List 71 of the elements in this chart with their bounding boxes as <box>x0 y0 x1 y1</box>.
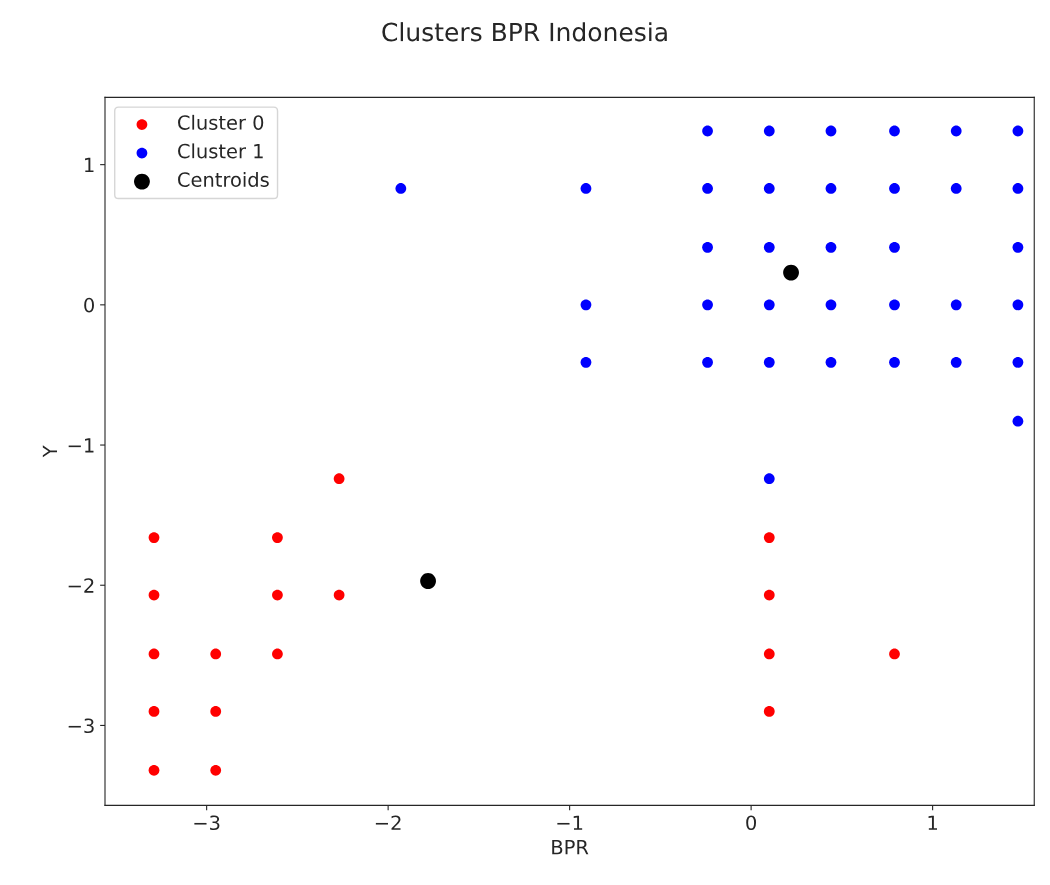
point <box>825 125 837 137</box>
point <box>889 299 900 311</box>
point <box>702 299 713 311</box>
y-tick-label: −3 <box>68 718 94 734</box>
y-tick-label: −1 <box>68 438 94 453</box>
point <box>950 356 962 368</box>
x-tick-label: −2 <box>375 815 401 830</box>
point <box>1012 241 1024 253</box>
point <box>889 183 900 194</box>
x-axis-title: BPR <box>552 840 589 855</box>
point <box>1012 299 1024 311</box>
point <box>889 648 900 660</box>
point <box>950 125 962 137</box>
point <box>825 356 837 368</box>
legend-label: Cluster 1 <box>178 143 263 159</box>
point <box>763 241 775 253</box>
point <box>950 299 962 311</box>
point <box>702 241 713 253</box>
point <box>889 356 900 368</box>
point <box>825 183 837 194</box>
point <box>702 356 713 368</box>
point <box>580 356 592 368</box>
point <box>580 183 592 194</box>
point <box>1012 415 1024 427</box>
x-tick-label: 1 <box>928 815 937 830</box>
point <box>333 589 345 601</box>
y-tick-label: −2 <box>68 578 94 593</box>
x-tick-label: −3 <box>194 815 220 831</box>
point <box>148 532 160 543</box>
point <box>763 299 775 311</box>
point <box>580 299 592 311</box>
point <box>333 473 345 485</box>
point <box>210 648 222 660</box>
point <box>763 532 775 543</box>
point <box>763 125 775 137</box>
point <box>702 183 713 194</box>
point <box>702 125 713 137</box>
point <box>763 183 775 194</box>
point <box>763 706 775 717</box>
point <box>148 706 160 717</box>
point <box>763 589 775 601</box>
point <box>763 473 775 485</box>
point <box>950 183 962 194</box>
point <box>1012 125 1024 137</box>
point <box>210 706 222 717</box>
point <box>272 532 283 543</box>
legend-label: Cluster 0 <box>178 114 264 130</box>
point <box>825 299 837 311</box>
point <box>1012 183 1024 194</box>
point <box>148 764 160 776</box>
legend-label: Centroids <box>178 171 269 187</box>
point <box>889 241 900 253</box>
x-tick-label: −1 <box>557 815 583 830</box>
y-tick-label: 0 <box>84 297 94 313</box>
chart-title: Clusters BPR Indonesia <box>382 22 667 42</box>
point <box>825 241 837 253</box>
point <box>148 589 160 601</box>
point <box>272 648 283 660</box>
y-tick-label: 1 <box>85 157 94 173</box>
point <box>420 573 436 589</box>
y-axis-title: Y <box>42 445 58 458</box>
point <box>395 183 407 194</box>
point <box>210 764 222 776</box>
point <box>272 589 283 601</box>
point <box>148 648 160 660</box>
x-tick-label: 0 <box>746 815 757 831</box>
point <box>889 125 900 137</box>
point <box>1012 356 1024 368</box>
point <box>783 264 799 281</box>
point <box>763 648 775 660</box>
point <box>763 356 775 368</box>
